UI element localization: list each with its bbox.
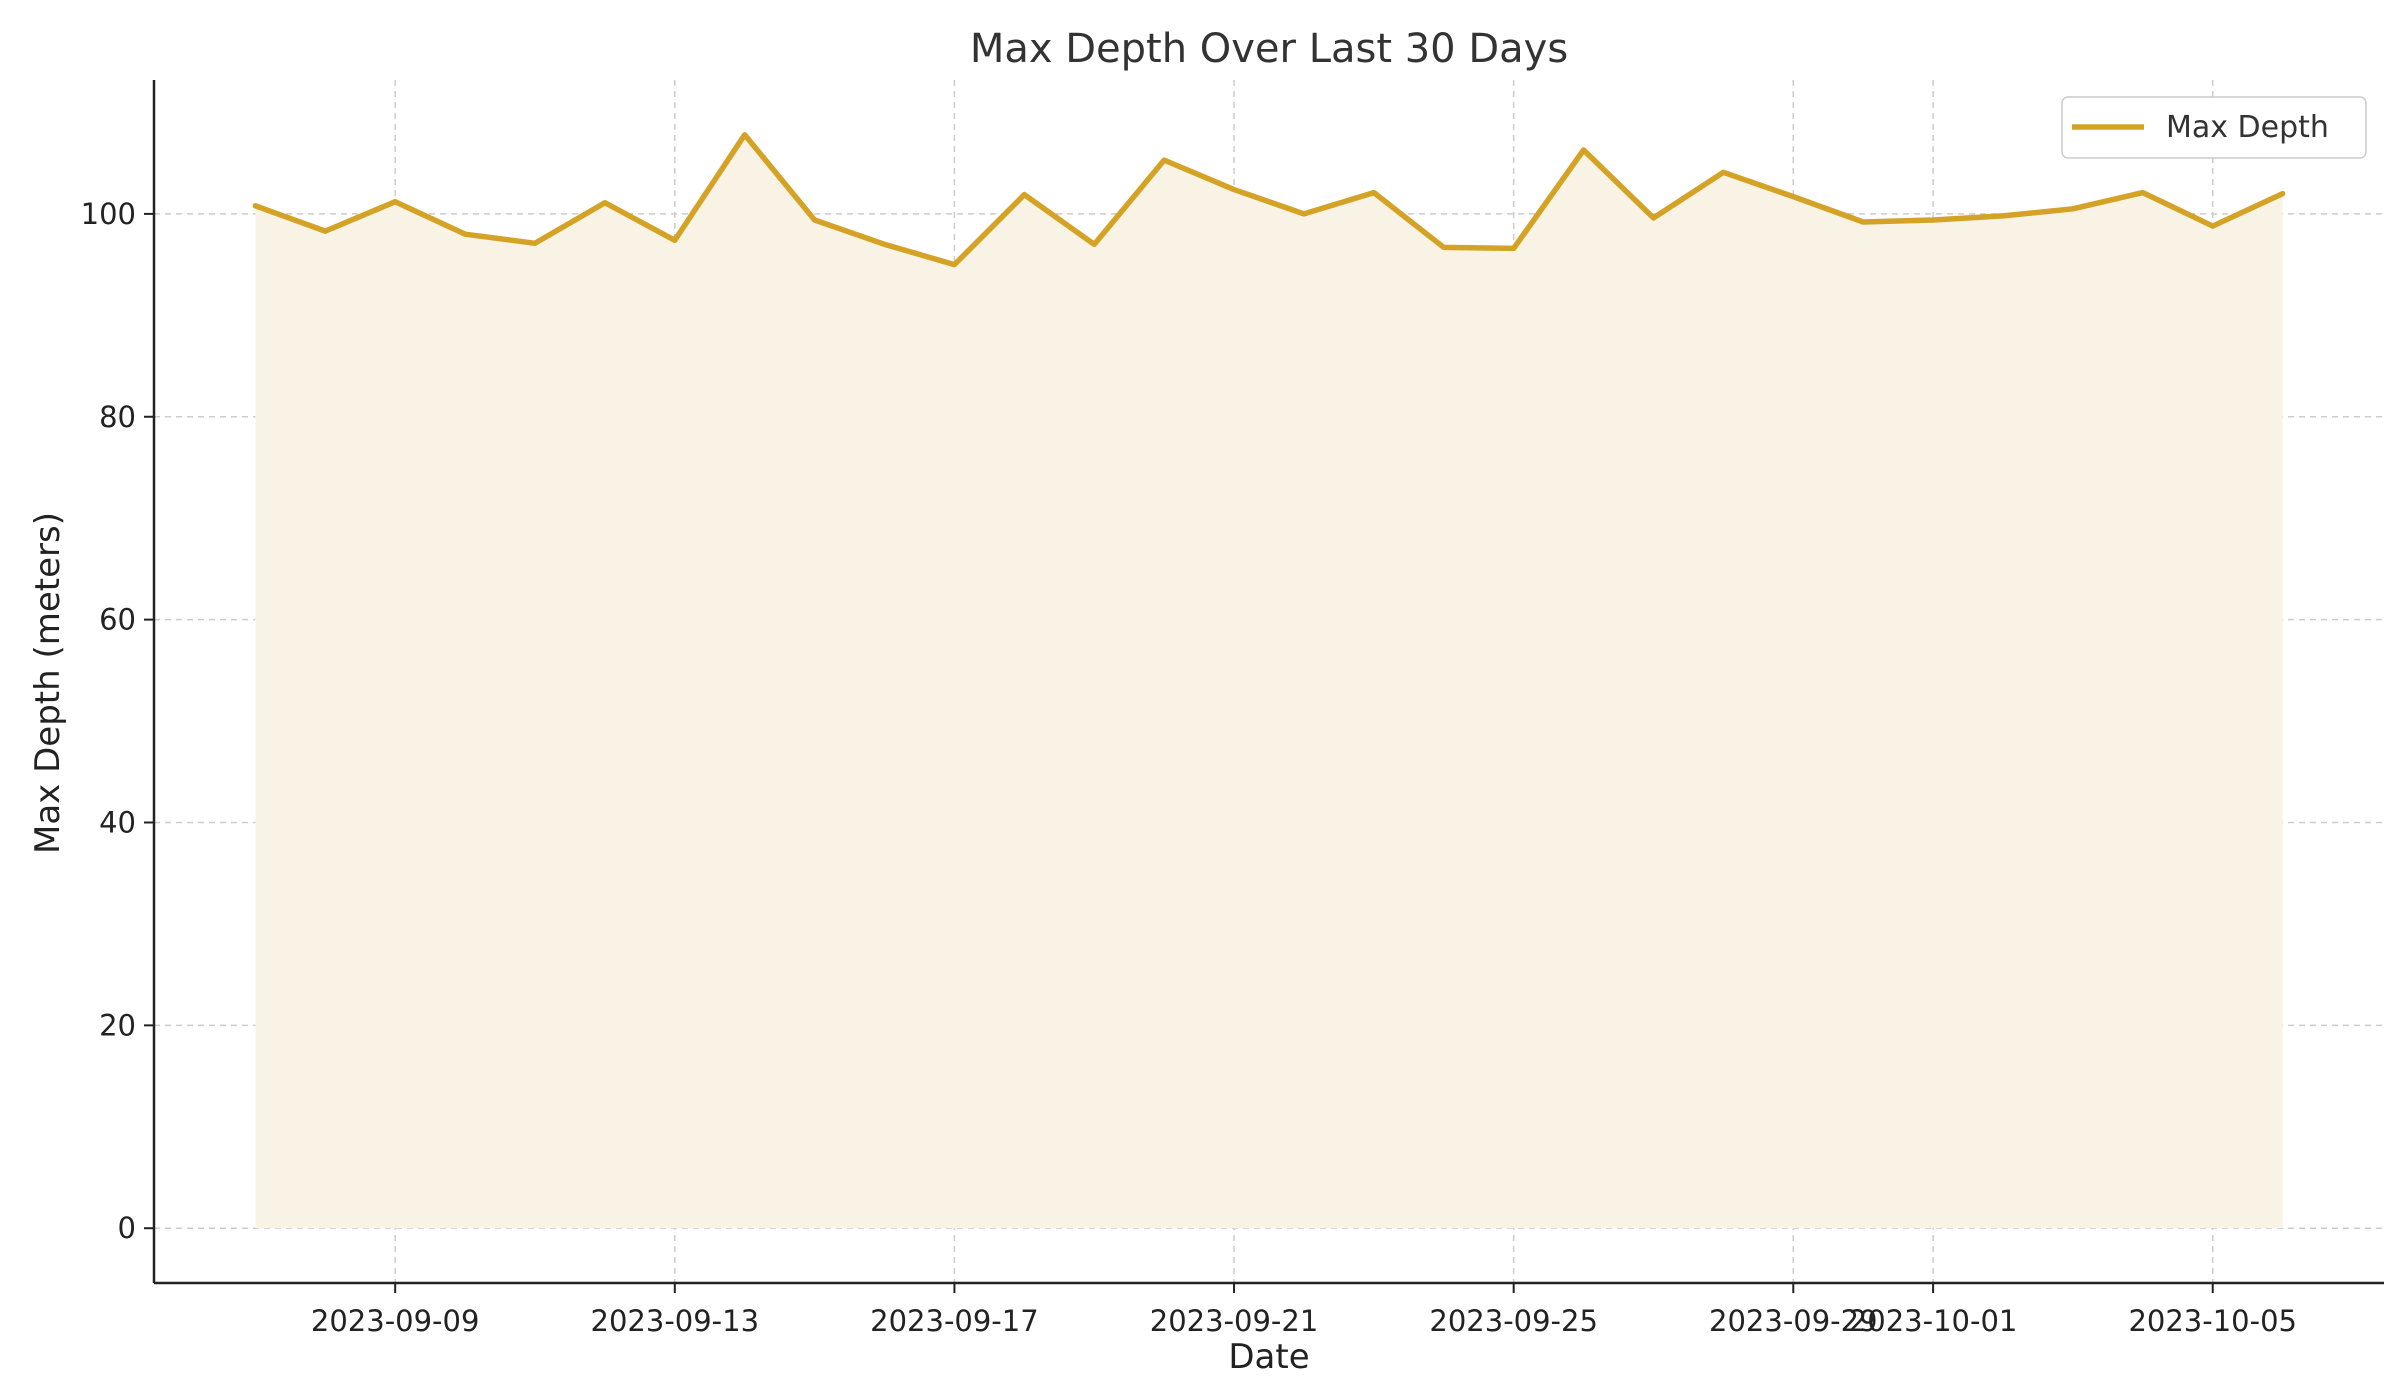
data-point <box>742 132 748 138</box>
y-axis-ticks: 0 20 40 60 80 100 <box>81 197 154 1245</box>
y-axis-label: Max Depth (meters) <box>28 512 68 854</box>
data-point <box>602 200 608 206</box>
data-point <box>462 231 468 237</box>
y-tick-label: 0 <box>118 1211 136 1245</box>
data-point <box>812 217 818 223</box>
series-area-fill <box>255 134 2283 1229</box>
data-point <box>1790 194 1796 200</box>
data-point <box>1650 215 1656 221</box>
data-point <box>1371 190 1377 196</box>
y-tick-label: 80 <box>99 400 136 434</box>
data-point <box>1860 219 1866 225</box>
data-point <box>1161 157 1167 163</box>
y-tick-label: 40 <box>99 805 136 839</box>
x-tick-label: 2023-09-29 <box>1709 1304 1878 1338</box>
data-point <box>1441 244 1447 250</box>
data-point <box>1511 245 1517 251</box>
axes <box>152 80 2384 1285</box>
data-point <box>951 262 957 268</box>
data-point <box>882 241 888 247</box>
legend-box <box>2061 96 2367 159</box>
data-point <box>2280 191 2286 197</box>
x-tick-label: 2023-09-09 <box>311 1304 480 1338</box>
x-tick-label: 2023-09-25 <box>1429 1304 1598 1338</box>
data-point <box>1021 192 1027 198</box>
data-point <box>672 237 678 243</box>
x-tick-label: 2023-09-17 <box>870 1304 1039 1338</box>
y-tick-label: 20 <box>99 1008 136 1042</box>
legend: Max Depth <box>2061 96 2367 159</box>
data-point <box>2000 213 2006 219</box>
x-axis-label: Date <box>1228 1337 1309 1377</box>
x-tick-label: 2023-09-21 <box>1150 1304 1319 1338</box>
data-point <box>2210 223 2216 229</box>
series-line-max-depth <box>252 132 2286 268</box>
data-point <box>1091 241 1097 247</box>
y-tick-label: 100 <box>81 197 136 231</box>
x-tick-label: 2023-09-13 <box>591 1304 760 1338</box>
data-point <box>1581 147 1587 153</box>
data-point <box>392 199 398 205</box>
x-axis-ticks: 2023-09-09 2023-09-13 2023-09-17 2023-09-21… <box>311 1283 2297 1338</box>
data-point <box>1930 217 1936 223</box>
data-point <box>1301 211 1307 217</box>
chart-title: Max Depth Over Last 30 Days <box>970 26 1568 72</box>
data-point <box>1231 187 1237 193</box>
data-point <box>322 228 328 234</box>
x-tick-label: 2023-10-01 <box>1849 1304 2018 1338</box>
data-point <box>2140 190 2146 196</box>
y-tick-label: 60 <box>99 603 136 637</box>
data-point <box>532 240 538 246</box>
data-point <box>1720 169 1726 175</box>
data-point <box>2070 206 2076 212</box>
legend-label-max-depth: Max Depth <box>2166 110 2329 145</box>
data-point <box>252 203 258 209</box>
x-tick-label: 2023-10-05 <box>2128 1304 2297 1338</box>
